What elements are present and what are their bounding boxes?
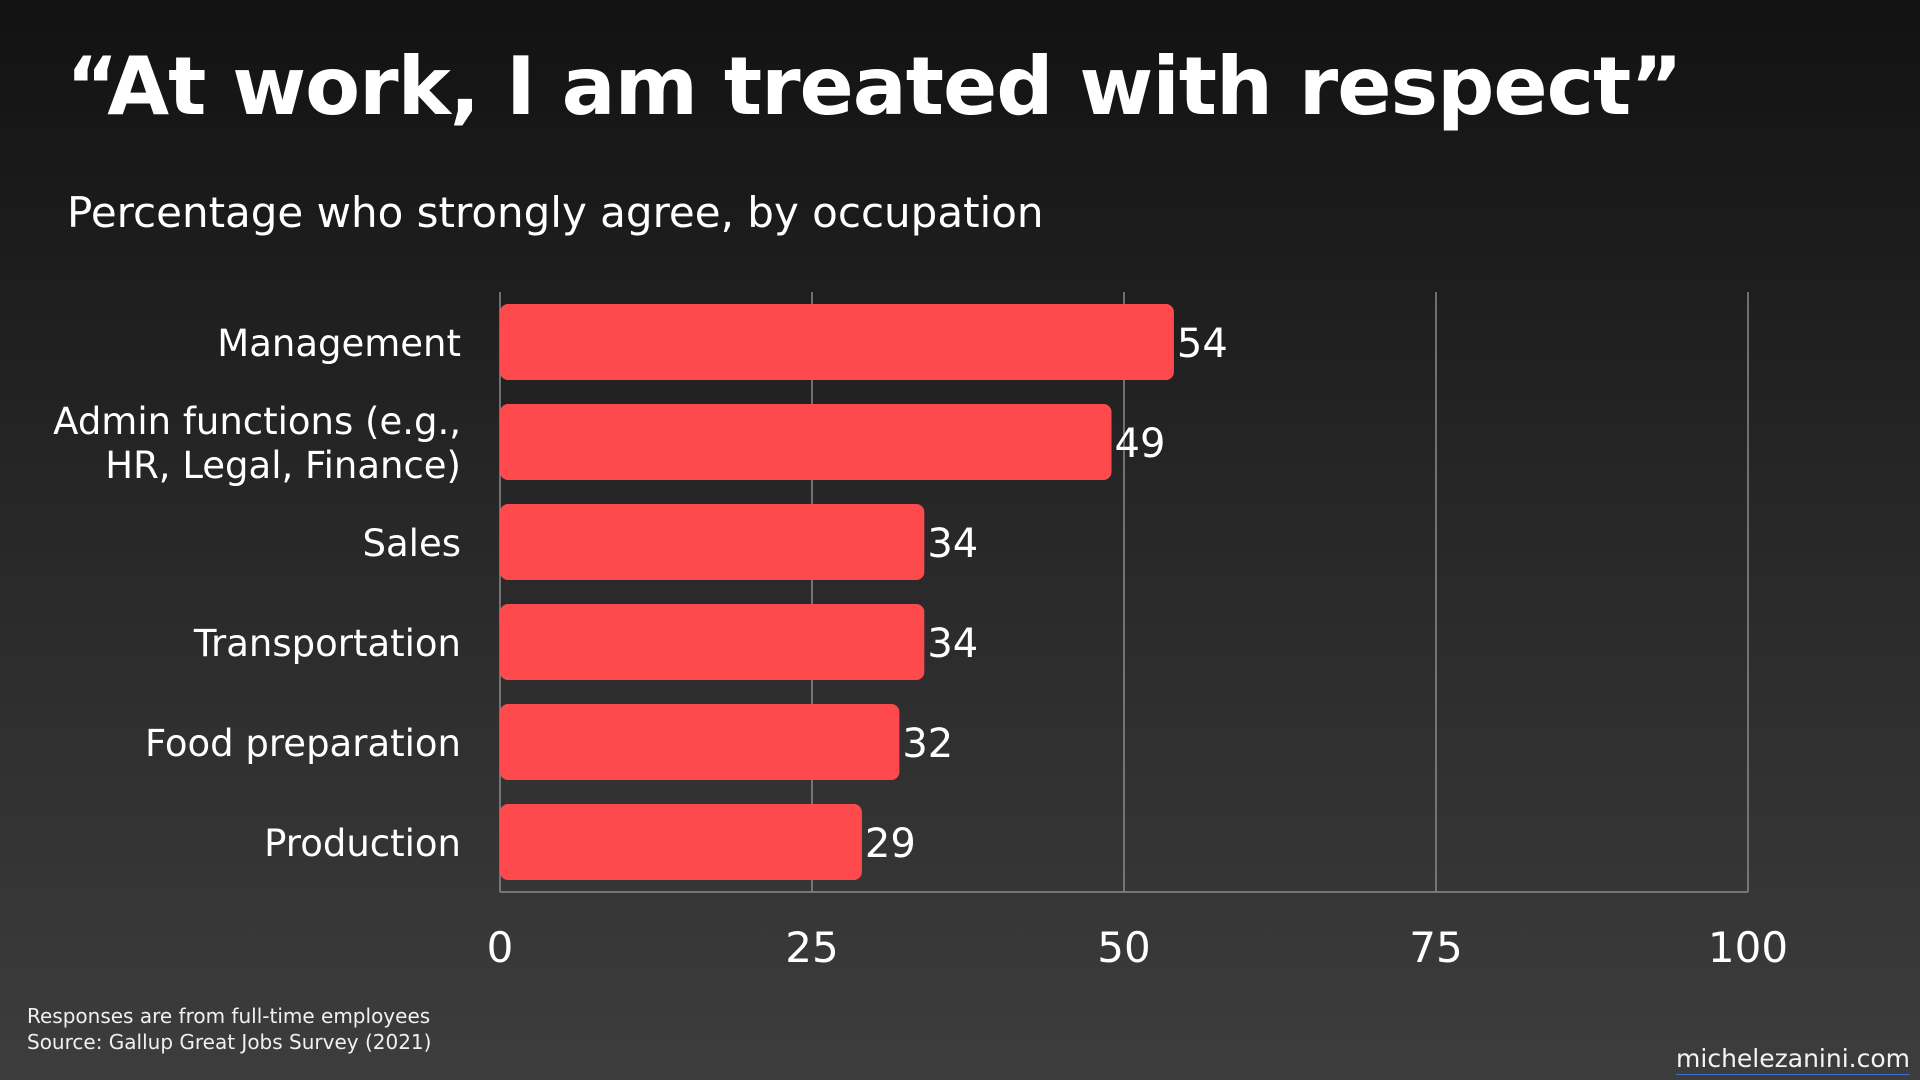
category-label: Admin functions (e.g., (53, 400, 461, 443)
category-label: Food preparation (145, 722, 461, 765)
x-tick-label: 0 (487, 923, 514, 972)
chart-title: “At work, I am treated with respect” (66, 40, 1683, 133)
footnote-source: Source: Gallup Great Jobs Survey (2021) (27, 1030, 432, 1054)
bar-value-label: 49 (1115, 421, 1166, 467)
value-labels: 54 49 34 34 32 29 (865, 321, 1228, 867)
category-label: Transportation (193, 622, 461, 665)
bars (500, 304, 1174, 880)
gridlines (499, 292, 1749, 893)
x-axis-ticks: 0 25 50 75 100 (487, 923, 1788, 972)
credit-link[interactable]: michelezanini.com (1676, 1044, 1910, 1075)
x-tick-label: 25 (785, 923, 838, 972)
bar-value-label: 34 (927, 621, 978, 667)
x-tick-label: 100 (1708, 923, 1788, 972)
x-tick-label: 50 (1097, 923, 1150, 972)
bar (500, 504, 925, 580)
bar (500, 804, 862, 880)
footnote-responses: Responses are from full-time employees (27, 1004, 431, 1028)
chart-subtitle: Percentage who strongly agree, by occupa… (67, 188, 1044, 237)
category-label: Production (264, 822, 461, 865)
category-label: HR, Legal, Finance) (105, 444, 461, 487)
bar-value-label: 32 (902, 721, 953, 767)
category-labels: Management Admin functions (e.g.,HR, Lega… (53, 322, 461, 865)
bar-value-label: 29 (865, 821, 916, 867)
x-tick-label: 75 (1409, 923, 1462, 972)
bar (500, 404, 1112, 480)
category-label: Management (217, 322, 461, 365)
bar (500, 704, 900, 780)
bar-value-label: 54 (1177, 321, 1228, 367)
footnote: Responses are from full-time employees S… (27, 1003, 431, 1055)
category-label: Sales (363, 522, 461, 565)
bar-value-label: 34 (927, 521, 978, 567)
bar (500, 604, 925, 680)
bar (500, 304, 1174, 380)
